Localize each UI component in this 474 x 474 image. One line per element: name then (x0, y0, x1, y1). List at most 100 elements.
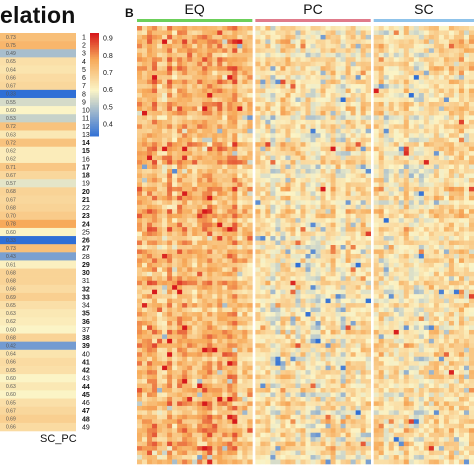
heat-cell-b (147, 392, 153, 398)
heat-cell-b (330, 34, 336, 40)
heat-cell-b (157, 124, 163, 130)
heat-cell-b (147, 57, 153, 63)
heat-cell-b (207, 352, 213, 358)
row-label: 8 (82, 91, 86, 98)
heat-cell-b (182, 186, 188, 192)
heat-cell-b (260, 48, 266, 54)
heat-cell-b (365, 195, 371, 201)
heat-cell-b (177, 209, 183, 215)
heat-cell-b (172, 343, 178, 349)
heat-cell-b (305, 405, 311, 411)
heat-cell-b (325, 446, 331, 451)
heat-cell-b (227, 307, 233, 313)
heat-cell-b (217, 169, 223, 174)
heat-cell-b (320, 249, 326, 255)
heat-cell-b (275, 200, 281, 206)
cell-value-label: 0.60 (6, 230, 16, 236)
heat-cell-b (320, 88, 326, 94)
heat-cell-b (227, 173, 233, 179)
heat-cell-b (325, 271, 331, 277)
row-label: 22 (82, 205, 90, 212)
heat-cell-b (345, 182, 351, 188)
heat-cell-b (232, 316, 238, 322)
heat-cell-b (315, 455, 321, 460)
heat-cell-b (320, 155, 326, 161)
heat-cell-b (360, 307, 366, 313)
heat-cell-b (365, 164, 371, 170)
heat-cell-b (237, 110, 243, 116)
heat-cell-b (237, 280, 243, 286)
heat-cell-b (167, 52, 173, 58)
heat-cell-b (325, 352, 331, 358)
heat-cell-b (260, 294, 266, 299)
heat-cell-b (345, 285, 351, 290)
heat-cell-b (315, 30, 321, 36)
heat-cell-b (202, 186, 208, 192)
heat-cell-b (340, 405, 346, 411)
heat-cell-b (152, 79, 158, 85)
heat-cell-b (365, 43, 371, 49)
heat-cell-b (275, 316, 281, 322)
heat-cell-b (247, 285, 253, 290)
heat-cell-b (177, 396, 183, 402)
heat-cell-b (320, 84, 326, 89)
heat-cell-b (378, 209, 385, 215)
heat-cell-b (172, 262, 178, 268)
heat-cell-b (137, 155, 143, 161)
heat-cell-a (0, 179, 76, 188)
heat-cell-b (212, 334, 218, 340)
heat-cell-b (295, 365, 301, 371)
heat-cell-b (147, 119, 153, 125)
heat-cell-b (242, 329, 248, 335)
heat-cell-b (345, 343, 351, 349)
heat-cell-b (182, 356, 188, 362)
heat-cell-b (182, 128, 188, 134)
heat-cell-b (300, 186, 306, 192)
heat-cell-b (162, 115, 168, 121)
heat-cell-b (167, 231, 173, 237)
heat-cell-b (177, 106, 183, 112)
heat-cell-b (197, 240, 203, 246)
heat-cell-b (265, 115, 271, 121)
heat-cell-b (275, 392, 281, 398)
heat-cell-b (305, 271, 311, 277)
heat-cell-b (212, 423, 218, 429)
heat-cell-b (142, 280, 148, 286)
heat-cell-b (360, 110, 366, 116)
heat-cell-b (242, 26, 248, 31)
heat-cell-b (265, 151, 271, 156)
heat-cell-b (242, 66, 248, 71)
heat-cell-b (207, 240, 213, 246)
heat-cell-b (265, 271, 271, 277)
heat-cell-b (275, 101, 281, 107)
heat-cell-b (360, 285, 366, 290)
heat-cell-b (315, 169, 321, 174)
heat-cell-b (167, 146, 173, 152)
heat-cell-b (383, 182, 390, 188)
heat-cell-b (345, 204, 351, 210)
heat-cell-b (177, 133, 183, 139)
heat-cell-b (300, 396, 306, 402)
heat-cell-b (360, 410, 366, 416)
heat-cell-b (227, 177, 233, 183)
heat-cell-b (383, 240, 390, 246)
heat-cell-b (320, 164, 326, 170)
heat-cell-b (217, 455, 223, 460)
heat-cell-b (360, 137, 366, 143)
heat-cell-b (310, 231, 316, 237)
colorbar-segment (90, 36, 99, 39)
heat-cell-b (360, 61, 366, 67)
heat-cell-b (232, 119, 238, 125)
heat-cell-b (290, 173, 296, 179)
heat-cell-b (242, 30, 248, 36)
heat-cell-b (222, 298, 228, 304)
heat-cell-b (330, 200, 336, 206)
heat-cell-b (350, 365, 356, 371)
heat-cell-b (147, 325, 153, 331)
heat-cell-b (192, 173, 198, 179)
colorbar-segment (90, 60, 99, 63)
heat-cell-b (192, 177, 198, 183)
heat-cell-b (350, 227, 356, 232)
heat-cell-b (137, 455, 143, 460)
heat-cell-b (182, 34, 188, 40)
